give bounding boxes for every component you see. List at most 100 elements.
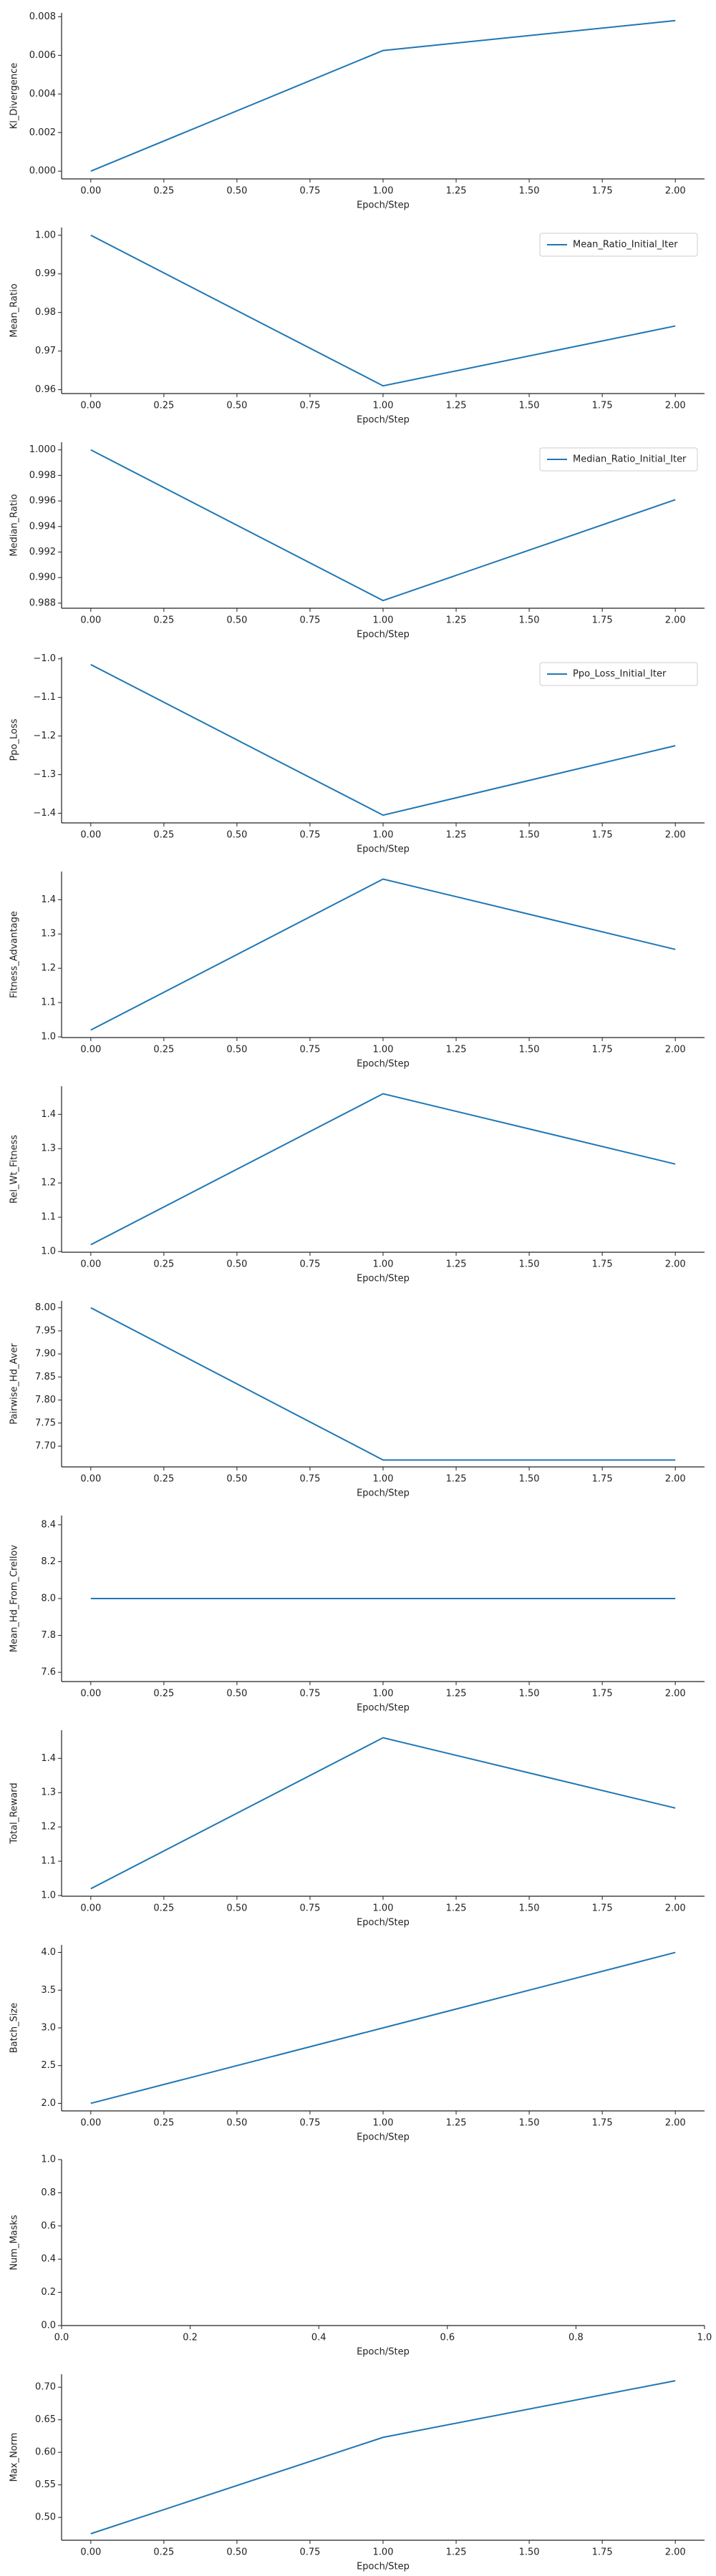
y-tick-label: 1.3: [41, 929, 56, 940]
x-tick-label: 1.00: [373, 1903, 394, 1914]
x-tick-label: 0.75: [299, 1474, 320, 1485]
y-tick-label: 1.000: [29, 444, 56, 455]
x-tick-label: 1.00: [373, 1045, 394, 1055]
x-tick-label: 2.00: [665, 1689, 686, 1699]
x-tick-label: 1.75: [592, 2547, 613, 2558]
x-tick-label: 1.25: [446, 1903, 467, 1914]
x-tick-label: 1.75: [592, 1045, 613, 1055]
x-tick-label: 1.00: [373, 830, 394, 841]
y-tick-label: 0.8: [41, 2187, 56, 2198]
y-tick-label: 3.0: [41, 2023, 56, 2034]
series-line: [90, 878, 676, 1031]
x-tick-label: 0.50: [226, 615, 247, 626]
series-line: [90, 2380, 676, 2534]
x-tick-label: 1.50: [519, 1045, 540, 1055]
y-tick-label: 8.0: [41, 1594, 56, 1604]
x-tick-label: 1.75: [592, 1903, 613, 1914]
x-tick-label: 2.00: [665, 1045, 686, 1055]
x-tick-label: 0.25: [153, 615, 174, 626]
series-line: [90, 663, 676, 816]
y-axis-label: Ppo_Loss: [9, 718, 20, 761]
x-tick-label: 1.75: [592, 2118, 613, 2129]
series-line: [90, 1951, 676, 2104]
y-axis-label: Median_Ratio: [9, 494, 20, 556]
x-tick-label: 0.75: [299, 1045, 320, 1055]
x-tick-label: 0.50: [226, 1474, 247, 1485]
y-tick-label: 1.3: [41, 1143, 56, 1154]
y-tick-label: 0.006: [29, 50, 56, 61]
x-tick-label: 1.50: [519, 1689, 540, 1699]
x-tick-label: 0.75: [299, 186, 320, 197]
y-tick-label: 4.0: [41, 1947, 56, 1958]
x-axis-label: Epoch/Step: [357, 630, 410, 640]
x-tick-label: 2.00: [665, 830, 686, 841]
y-tick-label: 0.004: [29, 89, 56, 99]
x-tick-label: 0.00: [80, 830, 101, 841]
x-tick-label: 1.25: [446, 1689, 467, 1699]
legend-label: Ppo_Loss_Initial_Iter: [573, 669, 667, 680]
y-axis-label: Kl_Divergence: [9, 63, 20, 130]
x-tick-label: 1.00: [373, 615, 394, 626]
y-tick-label: 0.98: [35, 307, 56, 318]
x-tick-label: 2.00: [665, 2118, 686, 2129]
x-tick-label: 1.75: [592, 1689, 613, 1699]
x-tick-label: 1.75: [592, 615, 613, 626]
x-tick-label: 0.25: [153, 1903, 174, 1914]
y-axis-label: Pairwise_Hd_Aver: [9, 1343, 20, 1425]
x-axis-label: Epoch/Step: [357, 1488, 410, 1499]
x-tick-label: 1.00: [373, 2118, 394, 2129]
x-tick-label: 1.00: [373, 1689, 394, 1699]
legend-box: [539, 233, 698, 257]
x-tick-label: 0.00: [80, 1045, 101, 1055]
y-tick-label: 0.96: [35, 384, 56, 395]
y-axis-label: Rel_Wt_Fitness: [9, 1135, 20, 1204]
x-tick-label: 0.6: [440, 2333, 455, 2343]
y-tick-label: 1.0: [41, 1246, 56, 1257]
x-tick-label: 2.00: [665, 1474, 686, 1485]
y-axis-label: Mean_Ratio: [9, 283, 20, 337]
x-axis-label: Epoch/Step: [357, 2347, 410, 2358]
y-tick-label: 7.75: [35, 1418, 56, 1428]
x-tick-label: 0.25: [153, 186, 174, 197]
x-tick-label: 1.25: [446, 1474, 467, 1485]
x-tick-label: 0.75: [299, 2547, 320, 2558]
y-tick-label: 8.00: [35, 1302, 56, 1313]
y-tick-label: 0.008: [29, 11, 56, 22]
y-tick-label: −1.0: [33, 653, 56, 664]
y-tick-label: 0.990: [29, 572, 56, 583]
y-axis-label: Fitness_Advantage: [9, 911, 20, 998]
x-tick-label: 1.75: [592, 1474, 613, 1485]
x-tick-label: 2.00: [665, 2547, 686, 2558]
y-tick-label: 0.998: [29, 470, 56, 481]
y-tick-label: 0.996: [29, 496, 56, 507]
y-tick-label: 1.4: [41, 1753, 56, 1764]
y-tick-label: 7.90: [35, 1349, 56, 1360]
y-tick-label: 1.4: [41, 1109, 56, 1120]
y-tick-label: 7.6: [41, 1667, 56, 1678]
y-axis-label: Max_Norm: [9, 2433, 20, 2482]
y-tick-label: 0.50: [35, 2512, 56, 2523]
x-tick-label: 1.0: [697, 2333, 712, 2343]
y-tick-label: 8.4: [41, 1519, 56, 1530]
y-tick-label: 7.8: [41, 1630, 56, 1641]
y-tick-label: 7.80: [35, 1395, 56, 1405]
y-tick-label: 1.3: [41, 1787, 56, 1798]
x-tick-label: 0.00: [80, 2547, 101, 2558]
y-tick-label: 1.2: [41, 1822, 56, 1833]
x-tick-label: 1.25: [446, 186, 467, 197]
y-tick-label: 1.1: [41, 997, 56, 1008]
x-tick-label: 0.75: [299, 830, 320, 841]
x-tick-label: 0.50: [226, 401, 247, 411]
x-tick-label: 1.00: [373, 401, 394, 411]
y-tick-label: 0.99: [35, 268, 56, 279]
x-tick-label: 1.75: [592, 401, 613, 411]
x-tick-label: 0.00: [80, 1259, 101, 1270]
y-axis-label: Total_Reward: [9, 1782, 20, 1844]
x-tick-label: 0.50: [226, 1045, 247, 1055]
x-tick-label: 0.50: [226, 2118, 247, 2129]
x-tick-label: 0.50: [226, 830, 247, 841]
x-tick-label: 2.00: [665, 186, 686, 197]
y-tick-label: 3.5: [41, 1985, 56, 1996]
y-tick-label: 1.2: [41, 963, 56, 974]
